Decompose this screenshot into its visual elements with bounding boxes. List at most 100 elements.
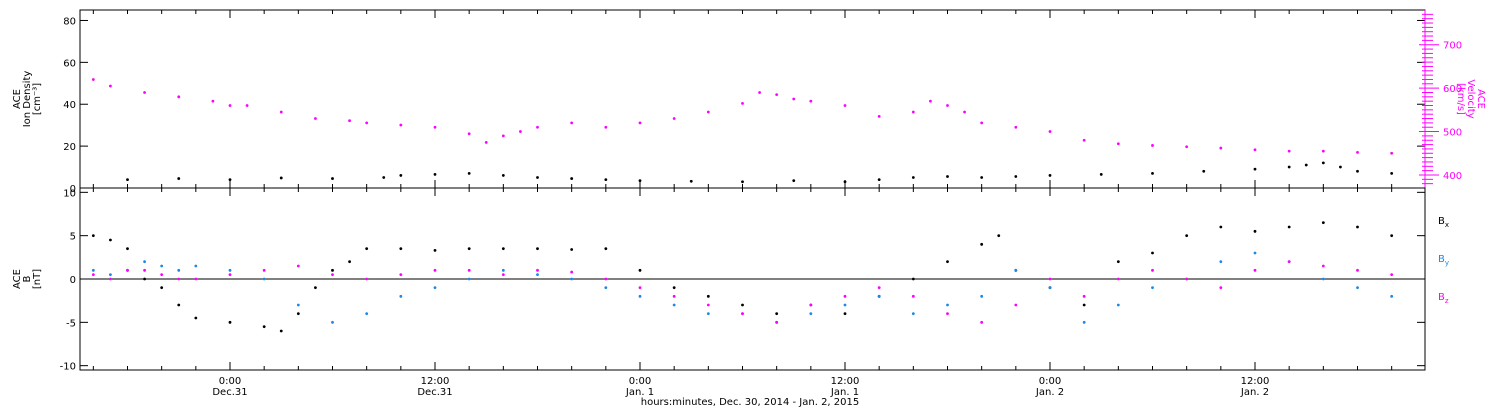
data-point-s1 (211, 99, 215, 103)
x-tick-label: 12:00 (1241, 376, 1270, 387)
data-point-s1 (570, 277, 574, 281)
data-point-s0 (126, 178, 129, 182)
data-point-s2 (706, 303, 710, 307)
data-point-s1 (262, 277, 266, 281)
data-point-s1 (519, 130, 522, 133)
data-point-s0 (1390, 234, 1394, 238)
data-point-s2 (741, 312, 744, 316)
data-point-s0 (741, 303, 744, 307)
data-point-s0 (1253, 167, 1257, 171)
data-point-s0 (570, 248, 574, 251)
data-point-s0 (348, 260, 351, 264)
data-point-s2 (604, 277, 608, 281)
data-point-s1 (706, 312, 710, 316)
y-axis-title-line: ACE (12, 269, 23, 289)
data-point-s1 (1151, 286, 1154, 290)
data-point-s1 (1185, 145, 1189, 149)
data-point-s1 (758, 91, 761, 94)
data-point-s1 (143, 260, 146, 264)
data-point-s0 (314, 286, 317, 290)
data-point-s1 (433, 125, 437, 129)
data-point-s1 (160, 264, 164, 268)
data-point-s0 (638, 268, 642, 272)
data-point-s1 (809, 312, 813, 316)
data-point-s0 (1304, 163, 1308, 167)
data-point-s1 (929, 99, 932, 103)
data-point-s0 (536, 247, 539, 251)
data-point-s1 (911, 312, 915, 316)
y2-axis-title-line: ACE (1475, 89, 1486, 109)
data-point-s1 (1390, 151, 1394, 155)
panel-frame-0 (79, 9, 1426, 189)
data-point-s0 (262, 325, 266, 329)
data-point-s0 (1151, 251, 1154, 255)
legend-item: By (1438, 254, 1449, 267)
data-point-s2 (536, 268, 539, 272)
y-axis-title: ACEIon Density[cm⁻³] (12, 71, 43, 128)
data-point-s0 (126, 247, 129, 251)
data-point-s2 (911, 294, 915, 298)
data-point-s1 (1219, 146, 1223, 150)
data-point-s1 (279, 110, 283, 114)
data-point-s1 (911, 110, 915, 114)
data-point-s0 (160, 286, 164, 290)
y-axis-title-line: [cm⁻³] (32, 83, 43, 115)
data-point-s0 (997, 234, 1001, 238)
data-point-s0 (604, 247, 608, 251)
data-point-s0 (1321, 221, 1325, 225)
data-point-s1 (177, 95, 181, 99)
x-tick-date: Jan. 1 (625, 387, 654, 398)
data-point-s2 (672, 294, 676, 298)
data-point-s1 (1253, 148, 1257, 152)
data-point-s0 (1082, 303, 1086, 307)
data-point-s1 (604, 286, 608, 290)
y2-axis-title: ACEVelocity[km/s] (1455, 79, 1486, 118)
data-point-s1 (91, 78, 95, 81)
data-point-s2 (1356, 268, 1359, 272)
data-point-s0 (877, 178, 881, 182)
x-tick-label: 12:00 (831, 376, 860, 387)
data-point-s0 (1253, 229, 1257, 233)
data-point-s0 (331, 177, 334, 180)
data-point-s2 (1151, 268, 1154, 272)
x-tick-date: Dec.31 (212, 387, 247, 398)
data-point-s2 (399, 273, 403, 277)
data-point-s0 (296, 312, 300, 316)
data-point-s2 (433, 268, 437, 272)
data-point-s0 (775, 312, 779, 316)
data-point-s1 (399, 123, 403, 127)
data-point-s1 (1321, 149, 1325, 153)
data-point-s2 (109, 277, 112, 281)
data-point-s0 (433, 172, 437, 176)
data-point-s1 (109, 273, 112, 277)
data-point-s1 (365, 312, 369, 316)
data-point-s2 (501, 273, 505, 277)
data-point-s2 (262, 268, 266, 272)
data-point-s1 (245, 104, 249, 107)
data-point-s0 (1356, 169, 1359, 173)
data-point-s0 (501, 174, 505, 177)
legend-sub: x (1445, 221, 1449, 229)
data-point-s0 (382, 176, 386, 179)
data-point-s0 (570, 177, 574, 180)
data-point-s0 (177, 303, 181, 307)
data-point-s1 (792, 97, 796, 101)
data-point-s1 (809, 99, 813, 103)
data-point-s1 (946, 303, 949, 307)
data-point-s0 (1356, 225, 1359, 229)
data-point-s0 (792, 179, 796, 183)
data-point-s1 (1321, 277, 1325, 281)
data-point-s0 (706, 294, 710, 298)
data-point-s1 (467, 277, 471, 281)
legend-item: Bz (1438, 292, 1449, 305)
data-point-s1 (638, 121, 642, 125)
data-point-s1 (604, 125, 608, 129)
data-point-s0 (1390, 171, 1394, 175)
data-point-s0 (1219, 225, 1223, 229)
data-point-s2 (1390, 273, 1394, 277)
data-point-s1 (365, 121, 369, 125)
data-point-s1 (1014, 125, 1018, 129)
data-point-s2 (946, 312, 949, 316)
